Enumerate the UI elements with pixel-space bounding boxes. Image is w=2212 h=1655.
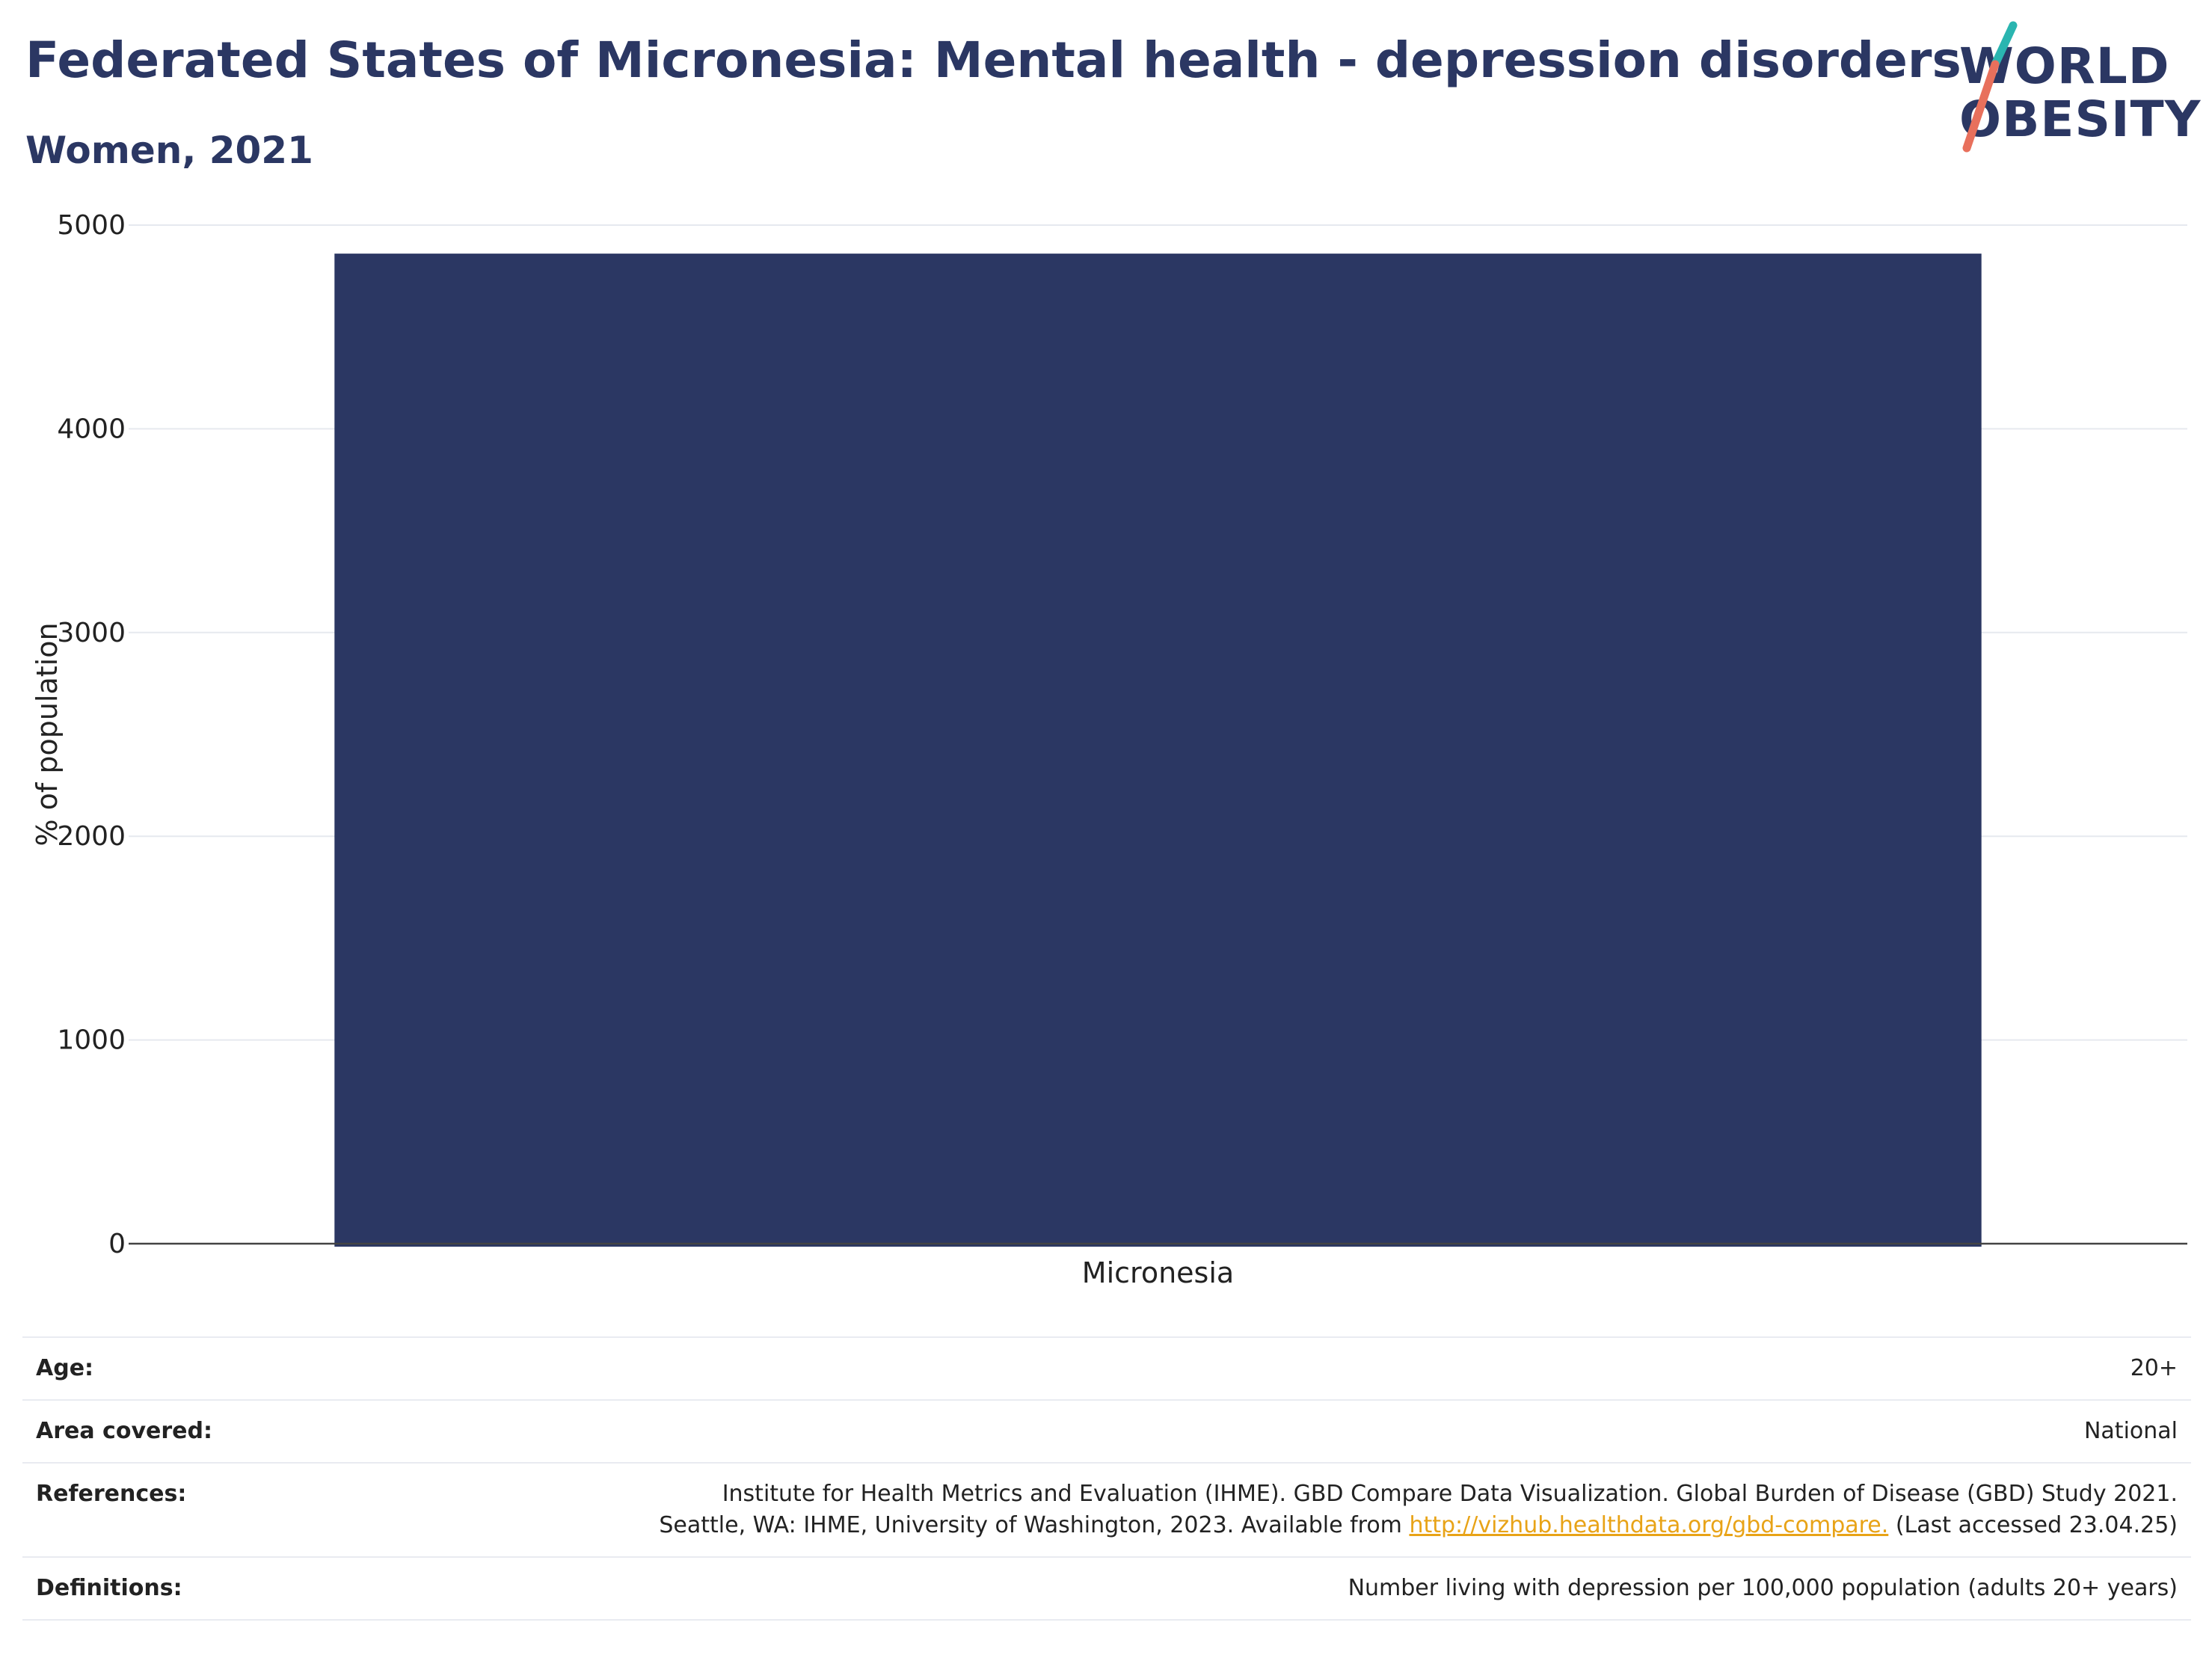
chart-subtitle: Women, 2021 <box>25 129 313 172</box>
meta-row-age: Age: 20+ <box>22 1338 2191 1401</box>
meta-definitions-value: Number living with depression per 100,00… <box>1348 1575 2178 1601</box>
meta-row-area: Area covered: National <box>22 1401 2191 1464</box>
meta-age-value: 20+ <box>2130 1355 2178 1381</box>
meta-row-references: References: Institute for Health Metrics… <box>22 1464 2191 1558</box>
world-obesity-logo: WORLD OBESITY <box>1944 21 2202 156</box>
bar <box>334 254 1982 1247</box>
references-line1: Institute for Health Metrics and Evaluat… <box>722 1481 2178 1507</box>
references-line2-end: (Last accessed 23.04.25) <box>1888 1512 2178 1538</box>
meta-area-value: National <box>2083 1418 2178 1444</box>
bar-chart: 0 1000 2000 3000 4000 5000 Micronesia % of popu… <box>31 210 2187 1286</box>
meta-references-label: References: <box>36 1481 187 1507</box>
y-axis-label: % of population <box>31 622 64 846</box>
logo-line2: OBESITY <box>1959 90 2202 148</box>
references-line2-start: Seattle, WA: IHME, University of Washing… <box>659 1512 1410 1538</box>
chart-title: Federated States of Micronesia: Mental h… <box>25 31 1961 89</box>
y-tick-label: 4000 <box>57 414 126 444</box>
metadata-table: Age: 20+ Area covered: National Referenc… <box>22 1336 2191 1621</box>
meta-area-label: Area covered: <box>36 1418 212 1444</box>
y-tick-label: 3000 <box>57 618 126 648</box>
logo-slash-icon <box>1962 21 2018 153</box>
y-tick-label: 5000 <box>57 210 126 241</box>
metadata-top-divider <box>22 1336 2191 1338</box>
meta-row-definitions: Definitions: Number living with depressi… <box>22 1558 2191 1621</box>
y-tick-label: 1000 <box>57 1025 126 1056</box>
meta-references-value: Institute for Health Metrics and Evaluat… <box>659 1479 2178 1541</box>
y-tick-label: 0 <box>108 1229 126 1259</box>
y-tick-label: 2000 <box>57 821 126 852</box>
meta-age-label: Age: <box>36 1355 94 1381</box>
meta-definitions-label: Definitions: <box>36 1575 182 1601</box>
references-link[interactable]: http://vizhub.healthdata.org/gbd-compare… <box>1409 1512 1889 1538</box>
x-tick-label: Micronesia <box>1082 1256 1234 1286</box>
